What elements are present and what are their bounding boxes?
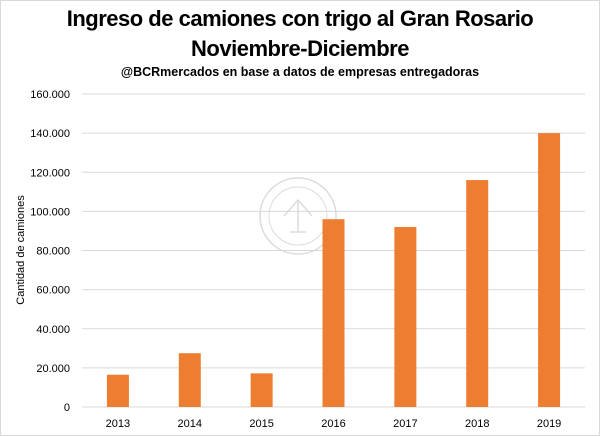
chart-title-line2: Noviembre-Diciembre (191, 36, 409, 61)
y-tick-label: 80.000 (36, 246, 70, 258)
y-tick-label: 160.000 (30, 89, 70, 101)
bar-2018 (466, 180, 489, 407)
x-tick-label: 2013 (106, 418, 130, 430)
y-tick-label: 60.000 (36, 285, 70, 297)
y-tick-label: 100.000 (30, 206, 70, 218)
y-axis-label: Cantidad de camiones (15, 195, 27, 305)
bar-2016 (322, 219, 345, 407)
x-tick-label: 2017 (393, 418, 417, 430)
bar-2013 (106, 374, 129, 407)
x-tick-label: 2019 (537, 418, 561, 430)
x-tick-label: 2018 (465, 418, 489, 430)
y-tick-label: 20.000 (36, 363, 70, 375)
bar-2019 (538, 133, 561, 407)
x-tick-label: 2015 (249, 418, 273, 430)
x-tick-label: 2016 (321, 418, 345, 430)
y-tick-label: 40.000 (36, 324, 70, 336)
bar-2014 (178, 353, 201, 407)
y-tick-label: 140.000 (30, 128, 70, 140)
bar-2015 (250, 373, 273, 407)
x-tick-label: 2014 (178, 418, 202, 430)
bar-2017 (394, 227, 417, 407)
chart-source: @BCRmercados en base a datos de empresas… (120, 65, 480, 79)
bcr-seal-watermark (259, 177, 337, 255)
chart-title: Ingreso de camiones con trigo al Gran Ro… (66, 6, 534, 31)
y-tick-label: 0 (64, 402, 70, 414)
y-tick-label: 120.000 (30, 167, 70, 179)
